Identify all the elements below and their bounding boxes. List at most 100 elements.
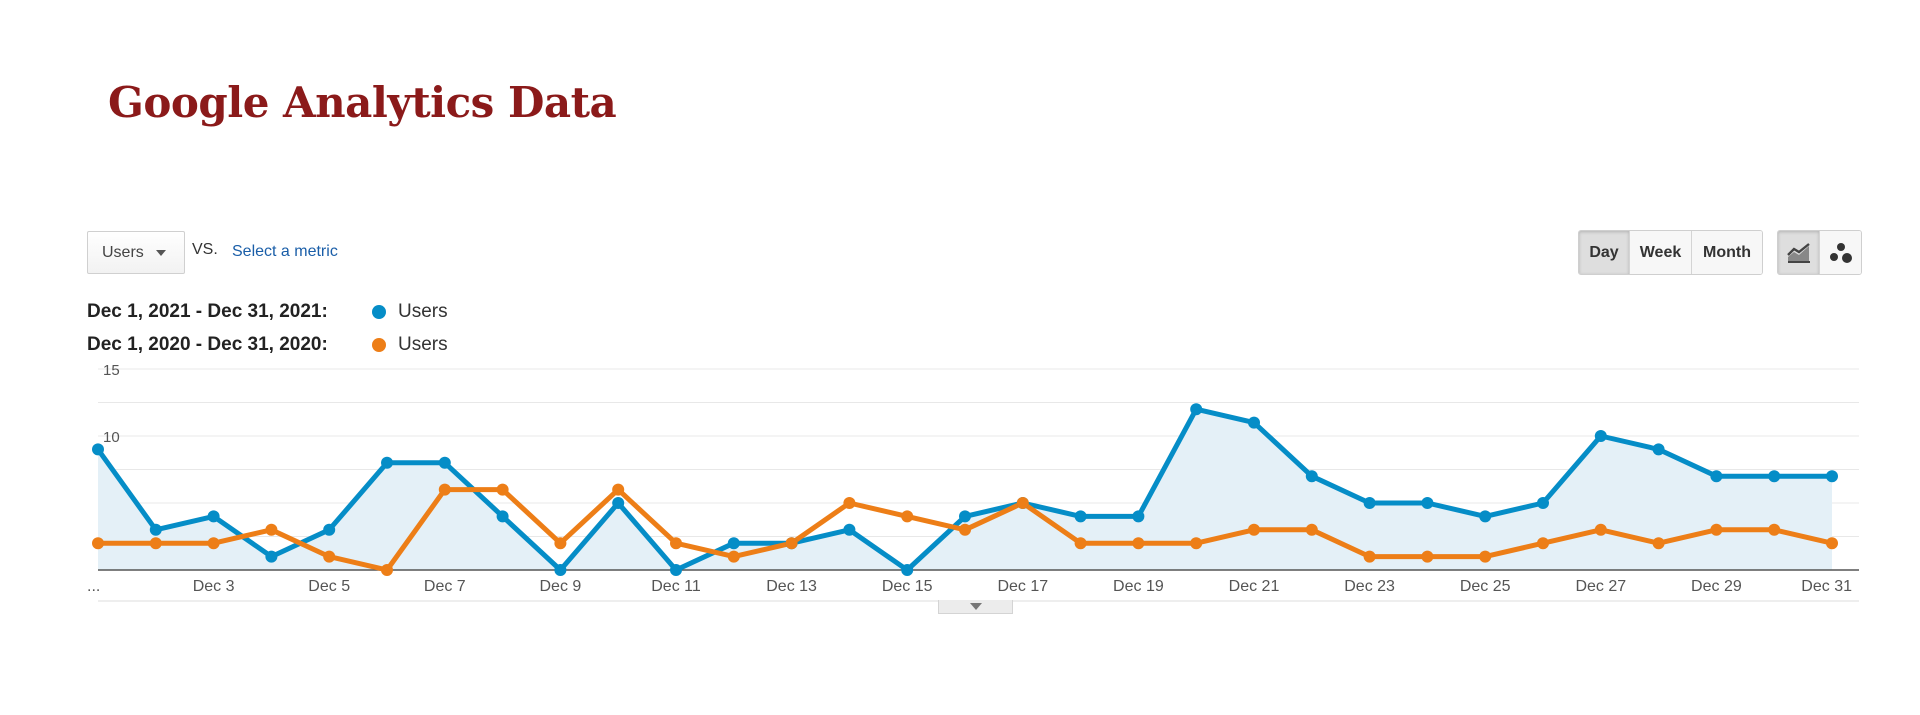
motion-chart-button[interactable] [1820, 231, 1861, 274]
data-point [727, 537, 740, 550]
data-point [1305, 470, 1318, 483]
legend-dot-2021 [372, 305, 386, 319]
vs-label: VS. [192, 241, 218, 258]
granularity-toggle: Day Week Month [1578, 230, 1763, 275]
data-point [149, 537, 162, 550]
data-point [92, 537, 104, 550]
x-tick-label: ... [87, 578, 100, 595]
data-point [785, 537, 798, 550]
motion-chart-icon [1829, 242, 1852, 263]
day-button[interactable]: Day [1579, 231, 1630, 274]
data-point [1363, 550, 1376, 563]
data-point [612, 497, 625, 509]
metric-select-label: Users [102, 243, 144, 261]
data-point [1710, 470, 1723, 483]
data-point [1479, 510, 1492, 523]
data-point [1594, 430, 1607, 442]
x-tick-label: Dec 25 [1460, 578, 1511, 595]
data-point [959, 523, 971, 536]
data-point [1652, 443, 1665, 456]
data-point [843, 523, 856, 536]
x-tick-label: Dec 27 [1575, 578, 1626, 595]
data-point [1768, 523, 1781, 536]
data-point [1074, 537, 1087, 550]
data-point [438, 483, 451, 496]
x-tick-label: Dec 7 [424, 578, 466, 595]
data-point [612, 483, 625, 496]
data-point [323, 550, 336, 563]
data-point [207, 537, 220, 550]
page-title: Google Analytics Data [108, 78, 617, 127]
data-point [496, 483, 509, 496]
x-tick-label: Dec 31 [1801, 578, 1852, 595]
line-chart-button[interactable] [1778, 231, 1820, 274]
data-point [1768, 470, 1781, 483]
x-tick-label: Dec 17 [997, 578, 1048, 595]
legend-row-2020: Dec 1, 2020 - Dec 31, 2020: Users [87, 334, 448, 356]
data-point [265, 550, 278, 563]
series-area-0 [98, 409, 1832, 570]
data-point [670, 564, 682, 576]
data-point [727, 550, 740, 563]
collapse-chart-tab[interactable] [938, 600, 1013, 614]
x-tick-label: Dec 11 [651, 578, 701, 595]
data-point [554, 537, 567, 550]
data-point [1421, 497, 1434, 509]
data-point [901, 564, 914, 576]
data-point [1190, 403, 1203, 416]
data-point [1248, 523, 1260, 536]
x-tick-label: Dec 29 [1691, 578, 1742, 595]
data-point [265, 523, 278, 536]
x-tick-label: Dec 19 [1113, 578, 1164, 595]
data-point [1016, 497, 1029, 509]
y-tick-label: 10 [103, 429, 120, 446]
data-point [1537, 537, 1549, 550]
data-point [438, 456, 451, 469]
data-point [1132, 537, 1145, 550]
data-point [670, 537, 682, 550]
legend-range-2021: Dec 1, 2021 - Dec 31, 2021: [87, 301, 328, 322]
week-button[interactable]: Week [1630, 231, 1692, 274]
x-tick-label: Dec 3 [193, 578, 235, 595]
month-button[interactable]: Month [1692, 231, 1762, 274]
data-point [1826, 537, 1838, 550]
x-tick-label: Dec 15 [882, 578, 933, 595]
data-point [554, 564, 567, 576]
data-point [901, 510, 914, 523]
legend-range-2020: Dec 1, 2020 - Dec 31, 2020: [87, 334, 328, 355]
legend-dot-2020 [372, 338, 386, 352]
legend-row-2021: Dec 1, 2021 - Dec 31, 2021: Users [87, 301, 448, 323]
data-point [1305, 523, 1318, 536]
legend-metric-2020: Users [398, 334, 448, 355]
data-point [1594, 523, 1607, 536]
data-point [207, 510, 220, 523]
data-point [843, 497, 856, 509]
caret-down-icon [969, 603, 982, 610]
metric-select-dropdown[interactable]: Users [87, 231, 185, 274]
y-tick-label: 15 [103, 365, 120, 379]
data-point [1363, 497, 1376, 509]
data-point [92, 443, 104, 456]
data-point [959, 510, 971, 523]
data-point [1710, 523, 1723, 536]
data-point [149, 523, 162, 536]
chevron-down-icon [155, 249, 166, 256]
chart-mode-toggle [1777, 230, 1862, 275]
data-point [381, 564, 393, 576]
data-point [1074, 510, 1087, 523]
data-point [1421, 550, 1434, 563]
x-tick-label: Dec 21 [1229, 578, 1280, 595]
data-point [1826, 470, 1838, 483]
x-tick-label: Dec 5 [308, 578, 350, 595]
line-chart-icon [1786, 242, 1810, 263]
data-point [1537, 497, 1549, 509]
data-point [1652, 537, 1665, 550]
data-point [1190, 537, 1203, 550]
select-metric-link[interactable]: Select a metric [232, 243, 338, 260]
data-point [381, 456, 393, 469]
data-point [1479, 550, 1492, 563]
data-point [1248, 416, 1260, 429]
legend-metric-2021: Users [398, 301, 448, 322]
x-tick-label: Dec 9 [540, 578, 582, 595]
